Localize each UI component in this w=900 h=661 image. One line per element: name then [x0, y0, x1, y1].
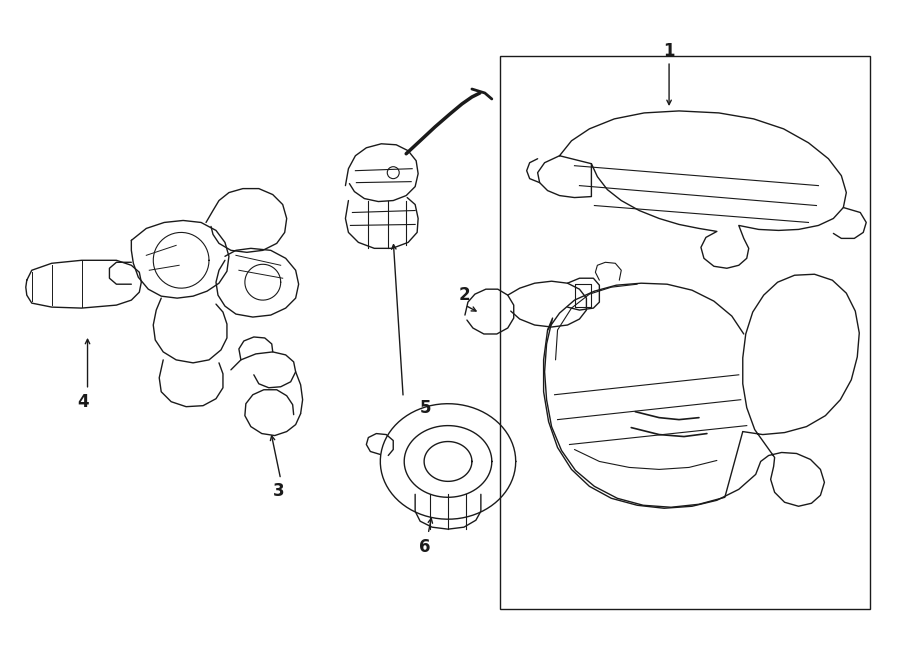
Text: 1: 1	[663, 42, 675, 60]
Text: 3: 3	[273, 483, 284, 500]
Text: 4: 4	[77, 393, 89, 410]
Text: 6: 6	[419, 538, 431, 556]
Bar	[500, 56, 870, 609]
Text: 2: 2	[459, 286, 471, 304]
Text: 5: 5	[419, 399, 431, 416]
